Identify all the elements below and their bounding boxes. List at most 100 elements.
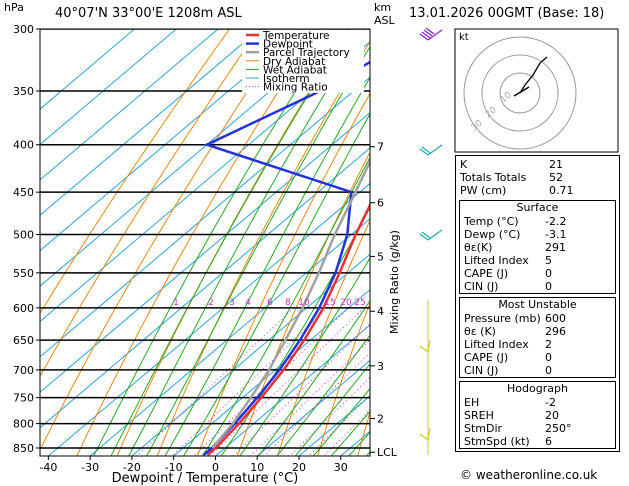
- temperature-tick-label: -30: [81, 461, 99, 474]
- plot-frame: [39, 28, 371, 457]
- index-row: Totals Totals 52: [456, 171, 619, 184]
- pressure-tick-label: 700: [13, 364, 34, 377]
- index-value: 0: [545, 364, 552, 377]
- km-tick-label: 6: [377, 197, 384, 210]
- isotherm-line: [40, 147, 370, 429]
- index-label: Pressure (mb): [464, 312, 541, 325]
- km-tick-label: LCL: [377, 446, 398, 459]
- temperature-tick-label: -10: [165, 461, 183, 474]
- dry-adiabat-line: [40, 29, 231, 315]
- wind-barb: [419, 144, 443, 156]
- copyright-footer: © weatheronline.co.uk: [460, 468, 598, 482]
- index-row: CAPE (J) 0: [460, 351, 615, 364]
- wind-barb: [419, 229, 443, 241]
- dry-adiabat-line: [196, 92, 370, 456]
- index-row: Lifted Index 5: [460, 254, 615, 267]
- index-value: 5: [545, 254, 552, 267]
- temperature-tick-label: -20: [123, 461, 141, 474]
- mixing-ratio-axis-label: Mixing Ratio (g/kg): [388, 230, 401, 334]
- wet-adiabat-line: [239, 257, 370, 456]
- index-label: θε (K): [464, 325, 496, 338]
- index-label: K: [460, 158, 468, 171]
- most-unstable-title: Most Unstable: [498, 298, 577, 311]
- index-row: PW (cm) 0.71: [456, 184, 619, 197]
- mixing-ratio-label: 4: [245, 298, 251, 308]
- pressure-tick-label: 550: [13, 267, 34, 280]
- index-value: 600: [545, 312, 566, 325]
- index-row: StmDir 250°: [460, 422, 615, 435]
- index-value: -2.2: [545, 215, 567, 228]
- km-tick-label: 7: [377, 141, 384, 154]
- index-value: 2: [545, 338, 552, 351]
- index-value: 296: [545, 325, 566, 338]
- storm-motion-arrow: [513, 86, 530, 97]
- index-row: K 21: [456, 158, 619, 171]
- wet-adiabat-line: [312, 388, 370, 456]
- index-row: SREH 20: [460, 409, 615, 422]
- wet-adiabat-line: [183, 112, 370, 456]
- mixing-ratio-label: 10: [298, 298, 310, 308]
- temperature-tick-label: -40: [39, 461, 57, 474]
- most-unstable-section: Most Unstable Pressure (mb) 600 θε (K) 296 L…: [459, 297, 616, 378]
- index-label: CAPE (J): [464, 351, 509, 364]
- dry-adiabat-line: [317, 301, 370, 456]
- index-value: 20: [545, 409, 559, 422]
- wet-adiabat-line: [164, 76, 370, 456]
- hodograph-ring: [499, 72, 541, 114]
- mixing-ratio-line: [263, 352, 370, 456]
- hodograph-frame: [454, 28, 619, 153]
- km-tick-label: 3: [377, 360, 384, 373]
- wet-adiabat-line: [220, 206, 370, 456]
- legend-box: [242, 30, 364, 93]
- parcel-trajectory-profile: [211, 158, 370, 449]
- isotherm-line: [40, 111, 370, 393]
- mixing-ratio-label: 20: [340, 298, 352, 308]
- legend-label: Wet Adiabat: [263, 64, 327, 76]
- surface-title: Surface: [516, 201, 559, 214]
- index-label: CAPE (J): [464, 267, 509, 280]
- index-value: 250°: [545, 422, 572, 435]
- wet-adiabat-line: [93, 29, 336, 456]
- indices-table: K 21 Totals Totals 52 PW (cm) 0.71 Surface Te…: [455, 155, 620, 452]
- legend-label: Isotherm: [263, 73, 310, 85]
- temperature-profile: [206, 202, 370, 456]
- legend-label: Dry Adiabat: [263, 56, 325, 68]
- isotherm-line: [172, 288, 370, 456]
- dry-adiabat-line: [276, 219, 370, 456]
- index-value: 21: [549, 158, 563, 171]
- index-row: CIN (J) 0: [460, 280, 615, 293]
- index-value: 0: [545, 280, 552, 293]
- index-row: EH -2: [460, 396, 615, 409]
- dry-adiabat-line: [40, 29, 290, 451]
- index-row: Pressure (mb) 600: [460, 312, 615, 325]
- isotherm-line: [40, 29, 303, 252]
- datetime-title: 13.01.2026 00GMT (Base: 18): [409, 6, 605, 21]
- pressure-tick-label: 800: [13, 418, 34, 431]
- isotherm-line: [40, 29, 178, 146]
- hodograph-ring: [481, 54, 559, 132]
- dewpoint-profile: [202, 60, 370, 456]
- pressure-tick-label: 600: [13, 302, 34, 315]
- legend-label: Mixing Ratio: [263, 82, 328, 94]
- index-label: Lifted Index: [464, 254, 529, 267]
- isotherm-line: [214, 324, 370, 456]
- km-tick-label: 5: [377, 250, 384, 263]
- index-row: θε(K) 291: [460, 241, 615, 254]
- hodograph-ring: [463, 36, 577, 150]
- legend-label: Temperature: [262, 30, 330, 42]
- index-value: 0.71: [549, 184, 574, 197]
- index-value: 291: [545, 241, 566, 254]
- x-axis-label: Dewpoint / Temperature (°C): [112, 471, 299, 486]
- hodograph-trace: [519, 56, 548, 94]
- wet-adiabat-line: [201, 156, 370, 456]
- pressure-tick-label: 750: [13, 392, 34, 405]
- hodograph-params-section: Hodograph EH -2 SREH 20 StmDir 250° StmSpd (kt…: [459, 381, 616, 449]
- isotherm-line: [256, 359, 370, 456]
- mixing-ratio-label: 15: [324, 298, 335, 308]
- mixing-ratio-label: 8: [285, 298, 291, 308]
- index-row: CAPE (J) 0: [460, 267, 615, 280]
- temperature-tick-label: 10: [250, 461, 264, 474]
- km-tick-label: 4: [377, 305, 384, 318]
- mixing-ratio-line: [136, 307, 295, 456]
